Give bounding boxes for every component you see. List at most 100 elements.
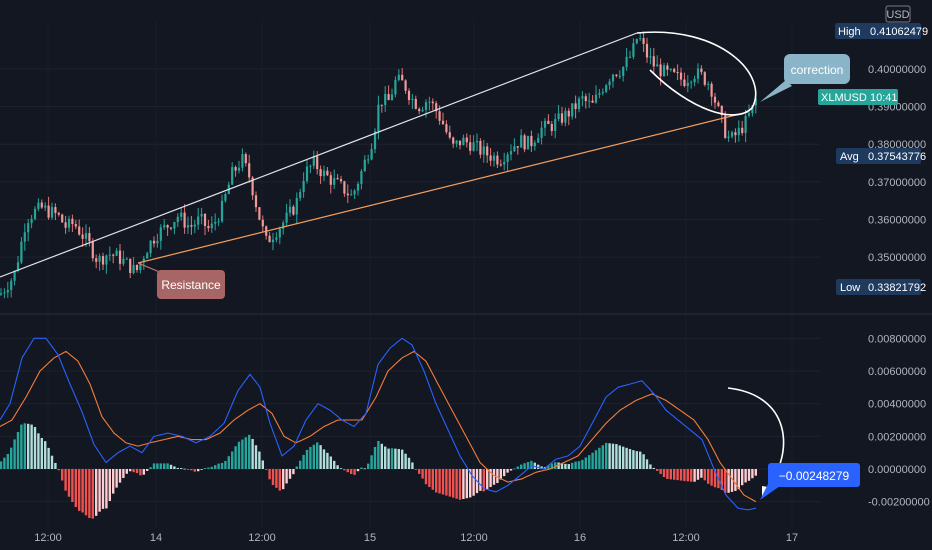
candle-body: [224, 193, 227, 201]
histogram-bar: [652, 467, 655, 469]
histogram-bar: [591, 452, 594, 469]
histogram-bar: [33, 427, 37, 469]
price-axis: 0.350000000.360000000.370000000.38000000…: [868, 64, 926, 264]
macd-last-value-callout: −0.00248279: [760, 463, 860, 500]
candle-body: [275, 237, 278, 240]
candle-body: [146, 253, 149, 259]
histogram-bar: [567, 464, 570, 469]
candle-body: [673, 68, 676, 73]
correction-label: correction: [791, 63, 844, 77]
candle-body: [356, 183, 360, 191]
histogram-bar: [322, 449, 326, 469]
candle-body: [523, 135, 526, 150]
candle-body: [129, 258, 132, 273]
histogram-bar: [574, 461, 577, 469]
histogram-bar: [509, 469, 513, 471]
candle-body: [370, 149, 373, 160]
histogram-bar: [642, 454, 645, 469]
candle-body: [203, 213, 207, 227]
candle-body: [503, 161, 506, 165]
histogram-bar: [275, 469, 278, 488]
candle-body: [30, 218, 33, 224]
candle-body: [169, 227, 173, 229]
histogram-bar: [254, 445, 258, 469]
histogram-bar: [71, 469, 74, 502]
candle-body: [424, 102, 428, 110]
candle-body: [319, 169, 322, 177]
histogram-bar: [295, 466, 298, 469]
candle-body: [353, 190, 356, 195]
histogram-bar: [37, 433, 40, 469]
histogram-bar: [700, 469, 703, 478]
candle-body: [472, 142, 475, 151]
candle-body: [105, 255, 108, 265]
histogram-bar: [377, 441, 380, 469]
candle-body: [288, 206, 292, 213]
avg-marker-label: Avg: [840, 151, 859, 163]
last-price-marker-box: [818, 89, 898, 105]
candle-body: [696, 68, 700, 79]
candle-body: [469, 142, 472, 151]
histogram-bar: [13, 439, 16, 469]
histogram-bar: [479, 469, 482, 491]
histogram-bar: [146, 469, 149, 471]
candle-body: [322, 170, 326, 177]
candle-body: [214, 221, 217, 224]
histogram-bar: [686, 469, 689, 482]
candle-body: [295, 198, 298, 215]
candle-body: [316, 156, 319, 170]
histogram-bar: [305, 449, 309, 469]
candle-body: [435, 103, 438, 112]
candle-body: [458, 140, 462, 146]
histogram-bar: [445, 469, 448, 496]
histogram-bar: [523, 463, 526, 469]
candle-body: [302, 180, 305, 192]
histogram-bar: [448, 469, 451, 497]
candle-body: [115, 250, 118, 256]
histogram-bar: [118, 469, 122, 483]
histogram-bar: [346, 469, 349, 473]
histogram-bar: [486, 469, 489, 490]
histogram-bar: [499, 469, 502, 480]
candle-body: [557, 113, 560, 120]
avg-marker-box: [836, 148, 921, 164]
histogram-bar: [299, 460, 302, 469]
histogram-bar: [516, 466, 519, 469]
histogram-bar: [458, 469, 462, 500]
candle-body: [625, 56, 628, 67]
candle-body: [635, 39, 638, 44]
histogram-bar: [730, 469, 734, 492]
candle-body: [401, 74, 404, 81]
histogram-bar: [343, 469, 346, 471]
candle-body: [550, 124, 553, 132]
candle-body: [220, 200, 224, 222]
time-tick-label: 17: [786, 532, 798, 544]
macd-line: [0, 337, 757, 511]
histogram-bar: [560, 463, 564, 469]
candle-body: [747, 113, 751, 116]
candle-body: [135, 264, 139, 270]
histogram-bar: [571, 462, 574, 469]
high-marker: High 0.41062479: [835, 23, 928, 39]
histogram-bar: [101, 469, 105, 509]
candle-body: [676, 72, 679, 74]
candle-body: [285, 212, 288, 223]
histogram-bar: [169, 464, 173, 469]
histogram-bar: [390, 448, 394, 469]
histogram-bar: [248, 434, 251, 469]
candle-body: [513, 146, 516, 152]
candle-body: [438, 111, 441, 121]
candle-body: [645, 43, 649, 58]
histogram-bar: [200, 469, 203, 470]
correction-box: [784, 54, 850, 84]
histogram-bar: [537, 464, 540, 469]
histogram-bar: [356, 469, 360, 472]
candle-body: [489, 155, 492, 161]
candle-body: [159, 227, 162, 241]
macd-tick-label: -0.00200000: [868, 497, 930, 509]
histogram-bar: [741, 469, 744, 486]
histogram-bar: [6, 453, 9, 469]
candle-body: [727, 136, 730, 138]
candle-body: [421, 109, 424, 112]
histogram-bar: [360, 467, 363, 469]
